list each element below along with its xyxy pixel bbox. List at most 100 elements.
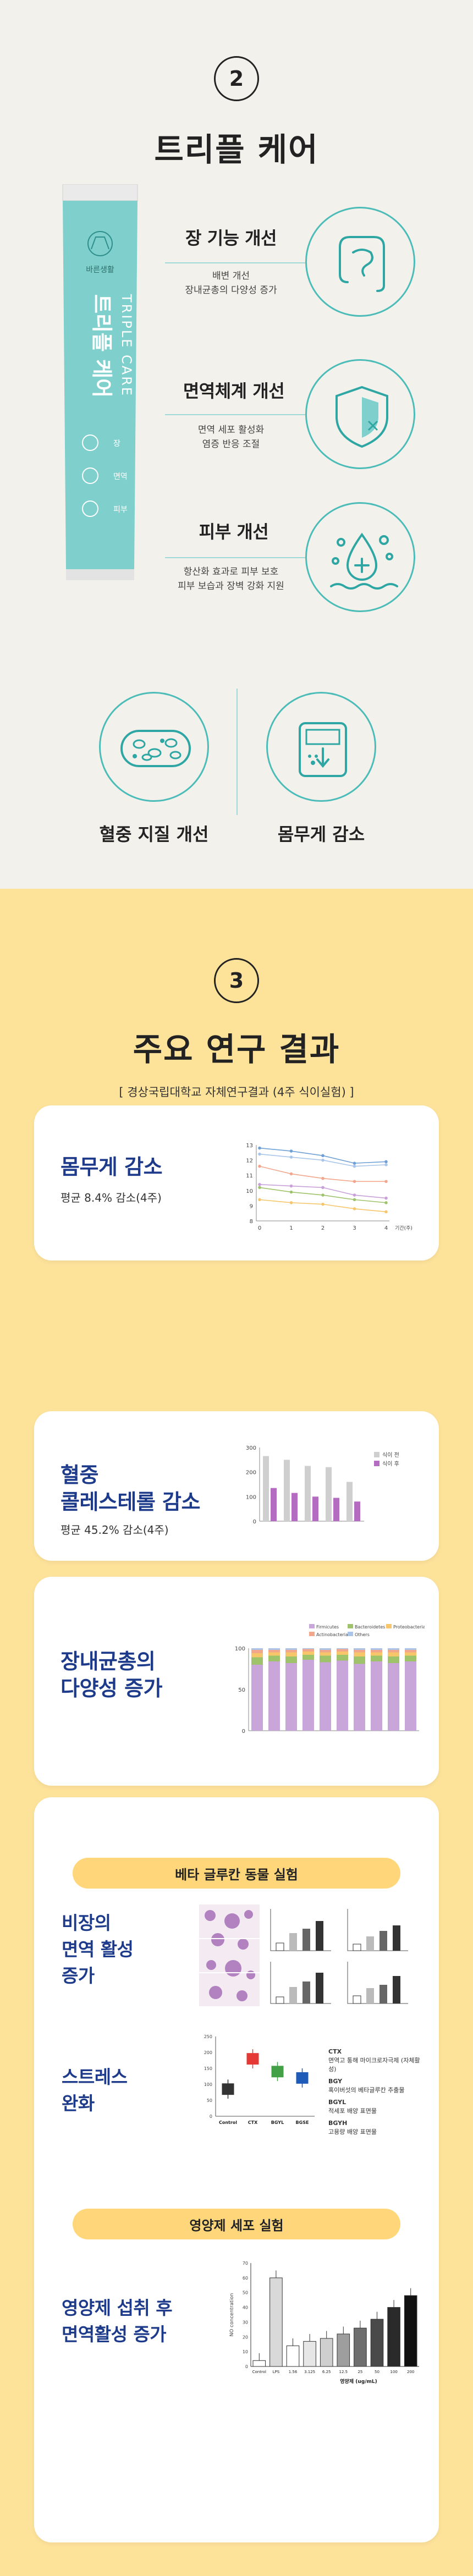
stacked-segment [371,1661,382,1731]
y-tick-label: 50 [243,2291,248,2296]
stacked-segment [285,1656,297,1663]
y-tick-label: 50 [207,2098,212,2103]
data-point [289,1201,293,1204]
stacked-segment [251,1650,263,1653]
stacked-segment [371,1650,382,1653]
feature-desc-gut: 배변 개선 장내균총의 다양성 증가 [185,271,277,296]
x-tick-label: 4 [384,1225,388,1231]
shield-icon [305,359,415,469]
stacked-segment [337,1649,348,1652]
data-point [258,1164,261,1168]
feature-title-gut: 장 기능 개선 [185,228,277,249]
y-tick-label: 30 [243,2320,248,2325]
y-tick-label: 300 [246,1445,256,1451]
feature-title-immune: 면역체계 개선 [183,381,285,401]
bar-before [346,1482,353,1521]
stacked-segment [354,1648,365,1650]
x-tick-label: Control [252,2370,266,2374]
stacked-segment [320,1652,331,1656]
data-point [258,1198,261,1202]
card-title: 장내균총의 다양성 증가 [61,1649,163,1701]
y-tick-label: 20 [243,2335,248,2340]
bar [303,2341,316,2367]
bottom-title-lipid: 혈중 지질 개선 [99,824,209,845]
stacked-segment [337,1660,348,1731]
product-name-ko: 트리플 케어 [90,294,114,398]
bar [354,2327,367,2367]
bar [270,2277,283,2367]
stacked-segment [268,1661,280,1731]
x-axis-label: 영양제 (ug/mL) [340,2378,377,2385]
section-title: 트리플 케어 [154,131,319,168]
legend-label: Bacteroidetes [355,1625,385,1630]
data-point [353,1180,356,1184]
data-point [289,1172,293,1176]
y-tick-label: 50 [238,1687,245,1693]
x-tick-label: 6.25 [322,2370,331,2374]
pill-beta-glucan: 베타 글루칸 동물 실험 [73,1858,400,1889]
data-point [384,1201,388,1204]
stacked-segment [268,1648,280,1650]
divider [237,689,238,815]
stacked-segment [354,1652,365,1656]
x-tick-label: 50 [375,2370,380,2374]
cell-title: 영양제 섭취 후 면역활성 증가 [62,2297,173,2345]
stacked-segment [371,1655,382,1661]
legend-swatch [348,1632,353,1636]
x-tick-label: BGYL [271,2120,284,2125]
product-tag-3: 피부 [113,505,128,514]
feature-title-skin: 피부 개선 [199,521,269,542]
stacked-segment [405,1661,416,1731]
y-tick-label: 100 [246,1494,256,1500]
stacked-segment [405,1648,416,1650]
y-tick-label: 11 [246,1173,253,1179]
stacked-segment [320,1655,331,1663]
connector-line [165,414,305,415]
bar-before [326,1467,332,1521]
bar [370,2319,384,2367]
blood-cells-icon [99,692,209,802]
card-animal-cell-experiments: 베타 글루칸 동물 실험 비장의 면역 활성 증가 [34,1797,439,2542]
section-subtitle: [ 경상국립대학교 자체연구결과 (4주 식이실험) ] [119,1086,354,1099]
stacked-segment [285,1652,297,1656]
card-title: 혈중 콜레스테롤 감소 [61,1463,200,1515]
data-point [289,1190,293,1194]
y-tick-label: 250 [204,2034,212,2039]
data-point [321,1158,324,1162]
y-axis-label: NO concentration [229,2293,235,2336]
section-triple-care: 2 트리플 케어 바른생활 트리플 케어 TRIPLE CARE 장 면역 피부… [0,0,473,889]
stress-box-chart: 0 50 100 150 200 250 Control CTX BGYL BGSE [204,2034,315,2125]
data-point [353,1162,356,1165]
stacked-segment [388,1656,399,1663]
stacked-segment [268,1655,280,1661]
x-tick-label: 3.125 [304,2370,315,2374]
data-point [289,1155,293,1159]
skin-drop-icon [305,502,415,612]
legend-label: Others [355,1632,370,1637]
legend-label: 식이 전 [382,1452,399,1458]
stacked-segment [302,1648,314,1649]
stacked-segment [320,1648,331,1650]
stacked-segment [285,1663,297,1731]
spleen-mini-bar-charts [270,1909,408,2004]
data-point [258,1146,261,1150]
stacked-segment [337,1652,348,1655]
bar [337,2333,350,2367]
bar [252,2360,266,2367]
y-tick-label: 12 [246,1158,253,1164]
data-point [353,1198,356,1202]
section-number: 2 [214,56,259,101]
y-tick-label: 0 [242,1729,245,1735]
stacked-segment [388,1650,399,1653]
x-tick-label: 2 [321,1225,324,1231]
y-tick-label: 0 [245,2364,248,2369]
stacked-segment [302,1660,314,1731]
pill-supplement-cell: 영양제 세포 실험 [73,2209,400,2239]
stacked-segment [251,1648,263,1650]
stacked-segment [388,1648,399,1650]
x-tick-label: 25 [358,2370,362,2374]
legend-swatch [374,1461,380,1466]
stacked-segment [268,1650,280,1653]
stacked-segment [371,1652,382,1656]
y-tick-label: 100 [204,2082,212,2087]
